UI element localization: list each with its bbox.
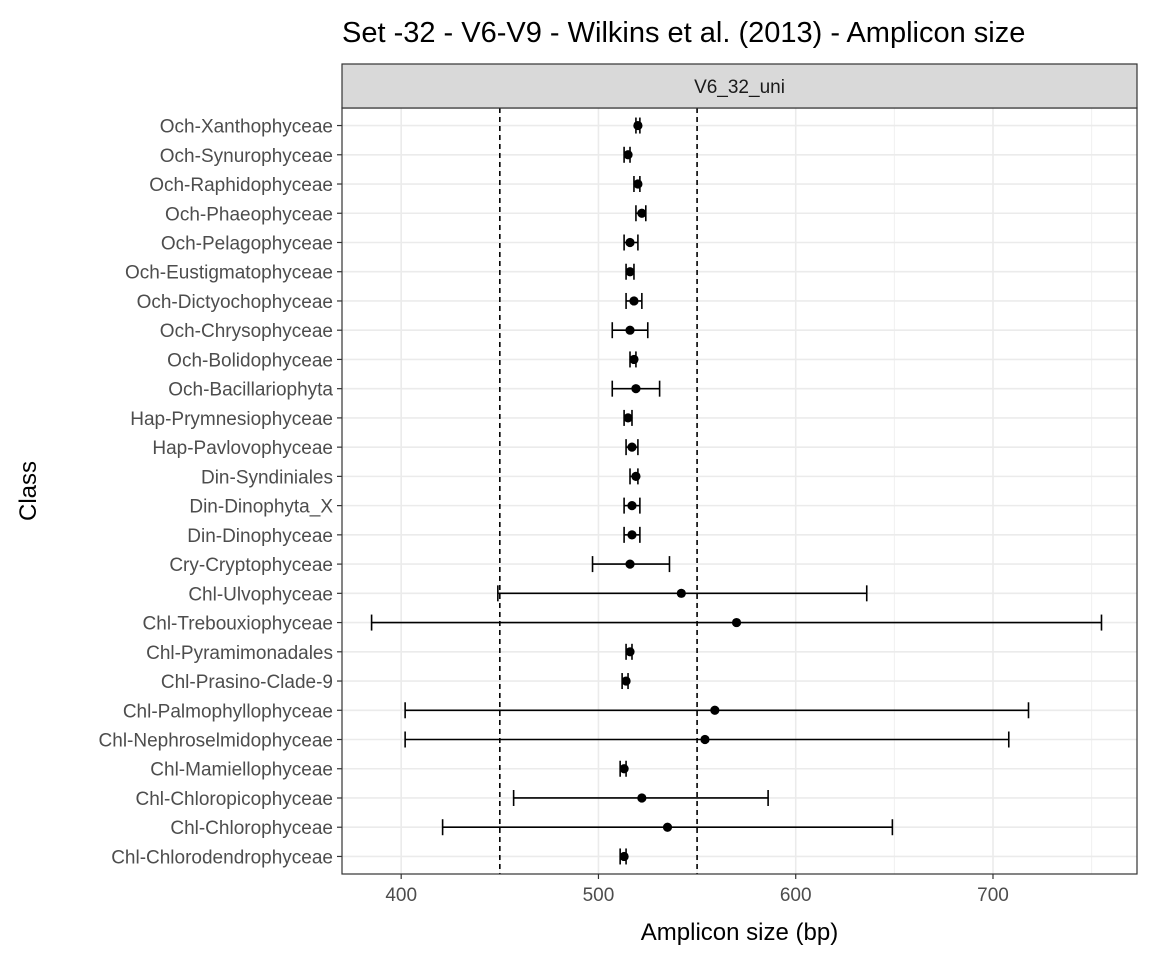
y-tick-label: Chl-Palmophyllophyceae [123,701,333,722]
mean-point [627,501,637,511]
facet-strip-label: V6_32_uni [694,77,785,98]
y-tick-label: Och-Bolidophyceae [167,350,333,371]
y-axis-title: Class [15,461,42,521]
facet-strip-background [341,63,1138,109]
y-tick-label: Hap-Pavlovophyceae [152,438,333,459]
x-axis-title: Amplicon size (bp) [641,919,838,946]
y-tick-label: Chl-Ulvophyceae [188,584,333,605]
y-tick-label: Och-Eustigmatophyceae [125,263,333,284]
y-tick-label: Chl-Mamiellophyceae [150,760,333,781]
mean-point [676,588,686,598]
x-tick-label: 600 [780,885,812,906]
mean-point [623,150,633,160]
mean-point [625,647,635,657]
mean-point [700,734,710,745]
mean-point [633,179,643,189]
mean-point [619,764,629,774]
y-tick-label: Och-Raphidophyceae [149,175,333,196]
y-tick-label: Chl-Trebouxiophyceae [143,614,333,635]
facet-strip: V6_32_uni [341,63,1138,109]
mean-point [625,267,635,277]
mean-point [627,442,637,452]
mean-point [629,354,639,365]
y-tick-label: Chl-Nephroselmidophyceae [99,731,333,752]
x-tick-label: 400 [385,885,417,906]
y-tick-label: Chl-Chlorophyceae [170,818,333,839]
mean-point [629,296,639,306]
x-tick-label: 700 [977,885,1009,906]
x-tick-label: 500 [583,885,615,906]
y-tick-label: Din-Dinophyceae [187,526,333,547]
chart-title: Set -32 - V6-V9 - Wilkins et al. (2013) … [342,17,1025,49]
mean-point [637,793,647,803]
mean-point [631,384,641,394]
mean-point [637,208,647,218]
plot-panel [341,107,1138,875]
mean-point [627,530,637,540]
y-tick-label: Och-Phaeophyceae [165,204,333,225]
mean-point [625,325,635,335]
y-tick-label: Chl-Chlorodendrophyceae [111,847,333,868]
y-tick-label: Chl-Prasino-Clade-9 [161,672,333,693]
mean-point [710,705,720,715]
mean-point [623,413,633,423]
y-axis: Och-Xanthophyceae Och-Synurophyceae Och-Ra… [99,117,342,868]
y-tick-label: Chl-Pyramimonadales [146,643,333,664]
y-tick-label: Cry-Cryptophyceae [169,555,333,576]
y-tick-label: Och-Pelagophyceae [161,233,333,254]
y-tick-label: Din-Syndiniales [201,467,333,488]
y-tick-label: Din-Dinophyta_X [189,497,333,518]
mean-point [625,559,635,569]
mean-point [633,120,643,131]
mean-point [619,851,629,862]
mean-point [625,237,635,248]
mean-point [631,471,641,481]
y-tick-label: Och-Synurophyceae [160,146,333,167]
y-tick-label: Och-Dictyochophyceae [137,292,333,313]
y-tick-label: Chl-Chloropicophyceae [136,789,334,810]
mean-point [731,617,742,628]
reference-lines [499,108,698,874]
y-tick-label: Och-Chrysophyceae [160,321,333,342]
panel-background [342,108,1137,874]
y-tick-label: Och-Xanthophyceae [160,117,333,138]
x-axis: 400 500 600 700 [385,874,1009,906]
mean-points [619,120,742,862]
mean-point [621,676,631,686]
y-tick-label: Och-Bacillariophyta [168,380,333,401]
mean-point [662,822,673,832]
y-tick-label: Hap-Prymnesiophyceae [130,409,333,430]
